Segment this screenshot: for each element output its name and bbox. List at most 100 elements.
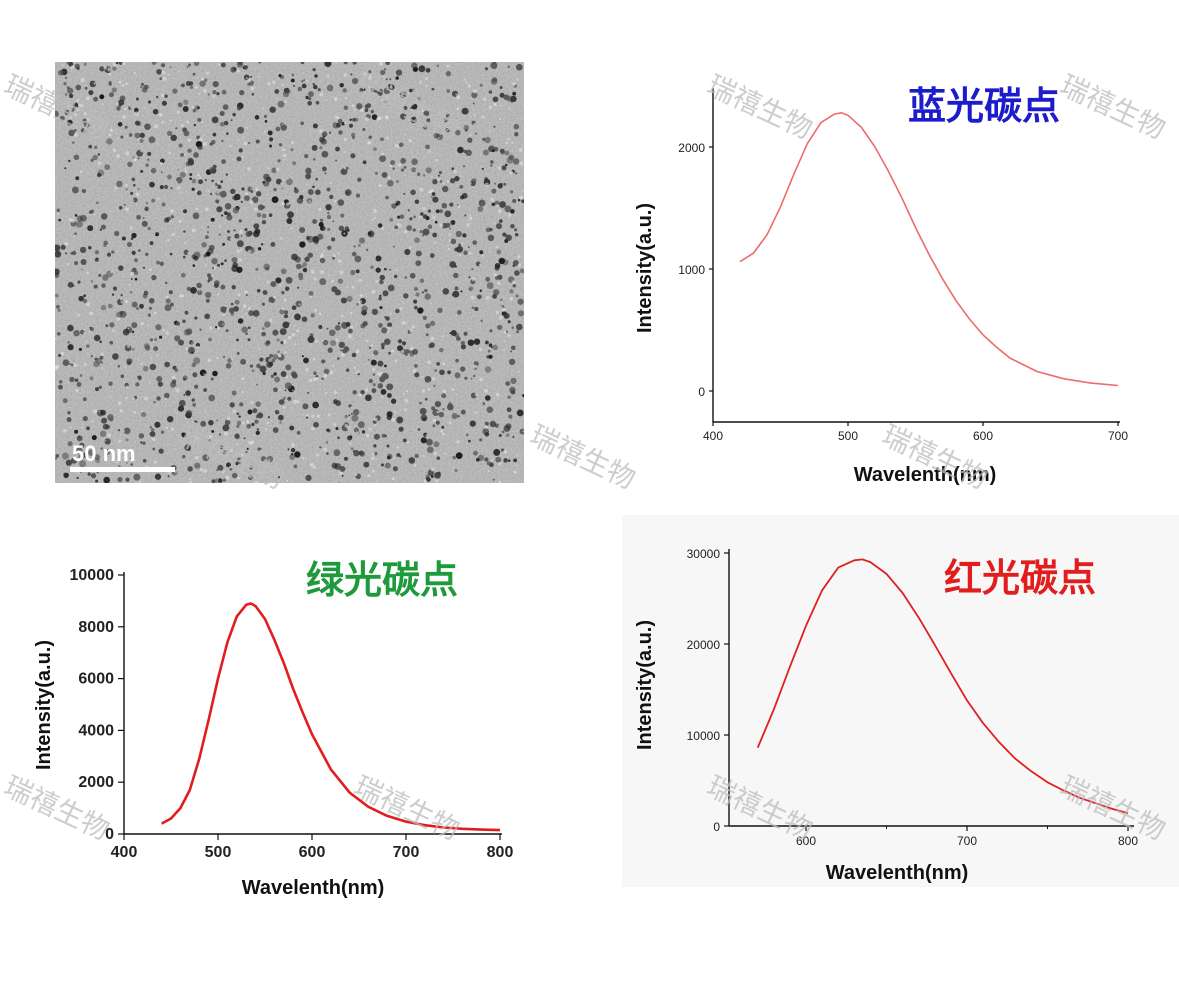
- background-speck: [408, 138, 412, 143]
- nanoparticle: [489, 227, 493, 232]
- background-speck: [137, 138, 140, 141]
- nanoparticle: [456, 245, 463, 253]
- background-speck: [459, 254, 462, 257]
- background-speck: [112, 62, 115, 65]
- nanoparticle: [255, 430, 260, 436]
- background-speck: [389, 85, 393, 89]
- nanoparticle: [88, 210, 92, 214]
- background-speck: [189, 477, 192, 480]
- background-speck: [275, 167, 280, 172]
- nanoparticle: [217, 320, 225, 328]
- nanoparticle: [291, 305, 297, 311]
- nanoparticle: [139, 138, 144, 143]
- nanoparticle: [145, 163, 149, 167]
- background-speck: [141, 410, 144, 413]
- red-panel-background: [622, 515, 1179, 887]
- nanoparticle: [272, 354, 279, 360]
- background-speck: [331, 279, 335, 283]
- nanoparticle: [400, 168, 405, 172]
- nanoparticle: [277, 476, 281, 479]
- background-speck: [356, 431, 360, 435]
- background-speck: [97, 161, 102, 165]
- background-speck: [455, 393, 457, 396]
- nanoparticle: [99, 228, 103, 231]
- background-speck: [108, 73, 111, 76]
- nanoparticle: [459, 184, 464, 189]
- y-axis-title-green: Intensity(a.u.): [33, 640, 55, 770]
- nanoparticle: [507, 320, 511, 324]
- nanoparticle: [193, 357, 201, 365]
- background-speck: [512, 350, 515, 353]
- background-speck: [408, 246, 412, 249]
- chart-title-red: 红光碳点: [944, 555, 1096, 600]
- background-speck: [284, 100, 287, 103]
- nanoparticle: [232, 262, 238, 268]
- nanoparticle: [156, 375, 163, 382]
- nanoparticle: [127, 161, 133, 167]
- nanoparticle: [319, 218, 324, 222]
- background-speck: [286, 376, 289, 379]
- nanoparticle: [182, 255, 186, 259]
- nanoparticle: [422, 315, 427, 321]
- nanoparticle: [57, 308, 61, 312]
- background-speck: [407, 353, 411, 356]
- background-speck: [279, 237, 282, 240]
- nanoparticle: [90, 158, 94, 163]
- nanoparticle: [471, 178, 477, 184]
- background-speck: [168, 151, 171, 155]
- nanoparticle: [437, 471, 441, 475]
- background-speck: [241, 377, 245, 381]
- background-speck: [205, 264, 208, 267]
- nanoparticle: [236, 351, 240, 355]
- background-speck: [461, 476, 463, 479]
- nanoparticle: [282, 90, 290, 98]
- nanoparticle: [66, 417, 72, 423]
- nanoparticle: [464, 214, 467, 217]
- background-speck: [372, 353, 375, 356]
- background-speck: [110, 270, 113, 274]
- background-speck: [107, 433, 111, 438]
- background-speck: [363, 72, 367, 76]
- background-speck: [250, 188, 253, 190]
- background-speck: [447, 244, 449, 246]
- nanoparticle: [73, 329, 80, 337]
- nanoparticle: [155, 324, 162, 331]
- background-speck: [243, 304, 247, 308]
- background-speck: [391, 477, 395, 481]
- nanoparticle: [151, 274, 157, 281]
- chart-blue-cds: 蓝光碳点 Intensity(a.u.) Wavelenth(nm) 400 50…: [634, 83, 1128, 486]
- background-speck: [117, 440, 121, 443]
- background-speck: [427, 254, 430, 257]
- background-speck: [336, 116, 340, 120]
- nanoparticle: [291, 73, 295, 77]
- nanoparticle: [287, 211, 294, 219]
- nanoparticle: [220, 284, 226, 290]
- nanoparticle: [269, 144, 273, 148]
- nanoparticle: [224, 259, 227, 263]
- nanoparticle: [255, 414, 260, 419]
- background-speck: [212, 275, 214, 278]
- nanoparticle: [88, 90, 94, 96]
- background-speck: [281, 307, 285, 311]
- background-speck: [346, 286, 348, 288]
- background-speck: [247, 78, 252, 83]
- background-speck: [314, 308, 317, 312]
- nanoparticle: [512, 91, 517, 96]
- nanoparticle: [100, 213, 108, 220]
- background-speck: [98, 125, 101, 127]
- nanoparticle: [133, 473, 141, 481]
- nanoparticle: [132, 197, 138, 203]
- nanoparticle: [82, 298, 88, 304]
- background-speck: [466, 223, 470, 227]
- background-speck: [181, 294, 185, 298]
- nanoparticle: [467, 246, 470, 249]
- background-speck: [329, 370, 334, 375]
- nanoparticle: [512, 158, 520, 165]
- background-speck: [422, 313, 424, 315]
- background-speck: [207, 189, 210, 192]
- nanoparticle: [132, 183, 136, 187]
- nanoparticle: [351, 414, 359, 422]
- nanoparticle: [381, 346, 385, 350]
- nanoparticle: [79, 460, 87, 468]
- background-speck: [385, 115, 389, 120]
